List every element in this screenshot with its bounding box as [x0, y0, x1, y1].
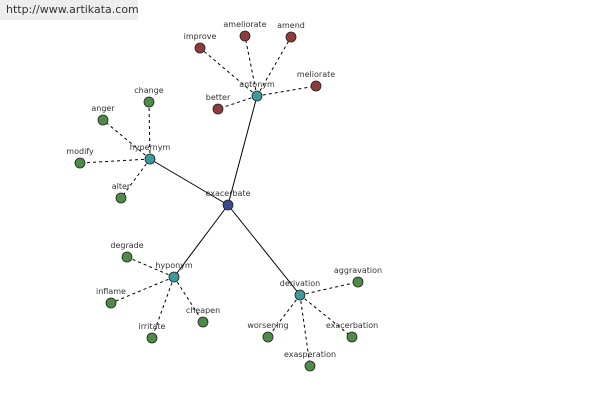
word-node-label: worsening	[247, 321, 288, 330]
word-node	[143, 96, 155, 108]
relation-edge	[227, 95, 258, 206]
word-edge	[299, 281, 359, 296]
word-edge	[256, 36, 292, 97]
relation-node	[168, 271, 180, 283]
word-edge	[79, 158, 151, 164]
relation-edge	[173, 204, 229, 278]
word-node-label: exasperation	[284, 350, 336, 359]
word-node	[212, 103, 224, 115]
word-edge	[120, 158, 151, 199]
relation-node	[144, 153, 156, 165]
word-node-label: alter	[112, 182, 131, 191]
word-node-label: exacerbation	[326, 321, 378, 330]
watermark: http://www.artikata.com	[0, 0, 139, 20]
word-node	[352, 276, 364, 288]
word-node-label: anger	[91, 104, 115, 113]
word-node-label: change	[134, 86, 164, 95]
word-node	[121, 251, 133, 263]
word-edge	[126, 256, 175, 278]
relation-node-label: hyponym	[155, 261, 193, 270]
word-node	[239, 30, 251, 42]
word-edge	[151, 276, 175, 339]
word-node-label: ameliorate	[223, 20, 266, 29]
word-edge	[199, 47, 258, 97]
word-node-label: inflame	[96, 287, 126, 296]
relation-node-label: hypernym	[130, 143, 171, 152]
center-node-label: exacerbate	[205, 189, 250, 198]
word-edge	[256, 85, 317, 97]
word-node	[310, 80, 322, 92]
word-edge	[102, 119, 151, 160]
word-node-label: cheapen	[186, 306, 220, 315]
word-node	[105, 297, 117, 309]
relation-node	[294, 289, 306, 301]
word-node	[194, 42, 206, 54]
word-node-label: improve	[184, 32, 217, 41]
word-edge	[173, 276, 204, 323]
word-node-label: amend	[277, 21, 305, 30]
relation-edge	[149, 158, 229, 206]
relation-edge	[227, 204, 301, 296]
relation-node-label: antonym	[239, 80, 275, 89]
word-node	[146, 332, 158, 344]
word-node	[197, 316, 209, 328]
word-node-label: irritate	[139, 322, 166, 331]
word-node	[97, 114, 109, 126]
word-node	[285, 31, 297, 43]
word-node-label: degrade	[110, 241, 143, 250]
relation-node	[251, 90, 263, 102]
word-node	[346, 331, 358, 343]
word-edge	[267, 294, 301, 338]
word-node-label: aggravation	[334, 266, 382, 275]
relation-node-label: derivation	[280, 279, 320, 288]
word-edge	[217, 95, 258, 110]
word-node	[74, 157, 86, 169]
word-node-label: meliorate	[297, 70, 335, 79]
word-node-label: modify	[66, 147, 94, 156]
word-edge	[244, 35, 258, 97]
center-node	[222, 199, 234, 211]
word-node-label: better	[206, 93, 231, 102]
word-edge	[299, 294, 353, 338]
word-node	[115, 192, 127, 204]
word-node	[304, 360, 316, 372]
word-node	[262, 331, 274, 343]
word-edge	[110, 276, 175, 304]
